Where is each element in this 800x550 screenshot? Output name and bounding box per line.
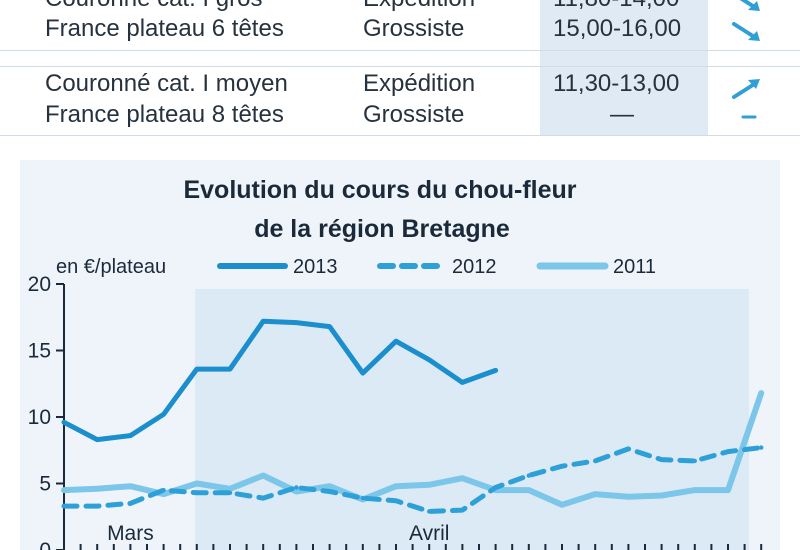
legend-label-2012: 2012 <box>452 256 497 278</box>
chart-panel: Evolution du cours du chou-fleur de la r… <box>20 160 780 550</box>
chart-legend: 2013 2012 2011 <box>217 256 656 278</box>
data-point-2012 <box>626 446 631 452</box>
table-cell-product: France plateau 8 têtes <box>45 101 284 128</box>
table-cell-product: Couronné cat. I gros <box>45 0 262 14</box>
chart-title-line-1: Evolution du cours du chou-fleur <box>183 176 576 204</box>
data-point-2013 <box>194 366 199 372</box>
data-point-2013 <box>227 366 233 372</box>
data-point-2013 <box>95 437 100 442</box>
data-point-2011 <box>725 487 731 493</box>
series-line-2012 <box>61 445 764 514</box>
chart-title-line-2: de la région Bretagne <box>254 215 510 243</box>
x-period-label: Mars <box>107 522 154 545</box>
y-tick-label: 15 <box>28 340 51 363</box>
y-tick-label: 5 <box>39 473 51 496</box>
data-point-2012 <box>759 445 764 450</box>
price-evolution-chart: Evolution du cours du chou-fleur de la r… <box>28 176 765 550</box>
trend-up-icon <box>732 79 760 99</box>
table-divider <box>0 50 800 51</box>
data-point-2012 <box>95 503 100 509</box>
data-point-2013 <box>360 370 365 376</box>
trend-down-icon <box>739 0 760 11</box>
data-point-2012 <box>294 485 299 490</box>
data-point-2013 <box>261 319 266 324</box>
data-point-2012 <box>161 487 166 493</box>
y-axis: 0 5 10 15 20 <box>28 273 65 550</box>
data-point-2012 <box>227 490 233 496</box>
data-point-2012 <box>659 457 664 462</box>
data-point-2012 <box>327 489 332 494</box>
data-point-2012 <box>61 503 67 509</box>
series-line-2013 <box>61 318 499 443</box>
price-table: Couronné cat. I gros Expédition 11,80-14… <box>0 0 800 160</box>
data-point-2013 <box>61 420 67 425</box>
trend-stable-icon <box>741 115 757 119</box>
data-point-2012 <box>593 458 598 464</box>
table-cell-stage: Grossiste <box>363 15 465 42</box>
data-point-2012 <box>725 449 731 454</box>
data-point-2011 <box>327 483 332 489</box>
table-cell-price: — <box>610 101 634 128</box>
data-point-2011 <box>294 489 299 494</box>
data-point-2012 <box>261 495 266 501</box>
table-divider <box>0 66 800 67</box>
data-point-2012 <box>692 458 697 464</box>
price-column-band <box>540 0 708 135</box>
data-point-2013 <box>493 368 498 373</box>
data-point-2013 <box>128 433 133 438</box>
legend-label-2013: 2013 <box>293 256 338 278</box>
chart-shaded-region <box>195 289 749 550</box>
data-point-2011 <box>526 487 531 493</box>
data-point-2012 <box>360 495 365 501</box>
data-point-2013 <box>427 357 432 363</box>
data-point-2011 <box>626 494 631 499</box>
data-point-2011 <box>261 473 266 478</box>
data-point-2013 <box>327 324 332 329</box>
data-point-2012 <box>460 507 465 513</box>
data-point-2011 <box>393 483 399 489</box>
data-point-2012 <box>427 509 432 514</box>
data-point-2012 <box>393 498 399 503</box>
x-axis: Mars Avril <box>63 522 763 550</box>
series-line-2011 <box>61 390 765 508</box>
data-point-2011 <box>593 491 598 497</box>
data-point-2013 <box>294 320 299 325</box>
table-cell-product: Couronné cat. I moyen <box>45 70 288 97</box>
data-point-2011 <box>95 486 100 492</box>
data-point-2011 <box>227 486 233 492</box>
data-point-2011 <box>659 493 664 498</box>
data-point-2011 <box>759 390 764 396</box>
y-axis-unit-label: en €/plateau <box>56 256 166 278</box>
data-point-2011 <box>128 483 133 489</box>
table-cell-stage: Grossiste <box>363 101 465 128</box>
table-cell-product: France plateau 6 têtes <box>45 15 284 42</box>
x-period-label: Avril <box>409 522 449 545</box>
data-point-2013 <box>161 412 166 417</box>
data-point-2011 <box>460 475 465 481</box>
table-cell-stage: Expédition <box>363 70 476 97</box>
table-cell-price: 11,80-14,00 <box>553 0 679 14</box>
data-point-2011 <box>427 482 432 488</box>
data-point-2013 <box>460 380 465 385</box>
y-tick-label: 0 <box>39 539 51 550</box>
chart-series <box>61 318 765 514</box>
table-divider <box>0 135 800 136</box>
data-point-2012 <box>526 473 531 478</box>
table-cell-stage: Expédition <box>363 0 475 14</box>
table-cell-price: 11,30-13,00 <box>553 70 680 97</box>
trend-down-icon <box>732 22 760 41</box>
data-point-2012 <box>559 464 565 469</box>
legend-label-2011: 2011 <box>613 256 656 278</box>
data-point-2012 <box>128 501 133 506</box>
data-point-2012 <box>493 485 498 490</box>
data-point-2011 <box>194 481 199 486</box>
y-tick-label: 10 <box>28 406 51 429</box>
data-point-2011 <box>559 502 565 507</box>
table-cell-price: 15,00-16,00 <box>553 15 682 42</box>
data-point-2011 <box>692 487 697 493</box>
y-tick-label: 20 <box>28 273 51 296</box>
data-point-2013 <box>393 338 399 344</box>
data-point-2012 <box>194 490 199 496</box>
data-point-2011 <box>61 487 67 493</box>
